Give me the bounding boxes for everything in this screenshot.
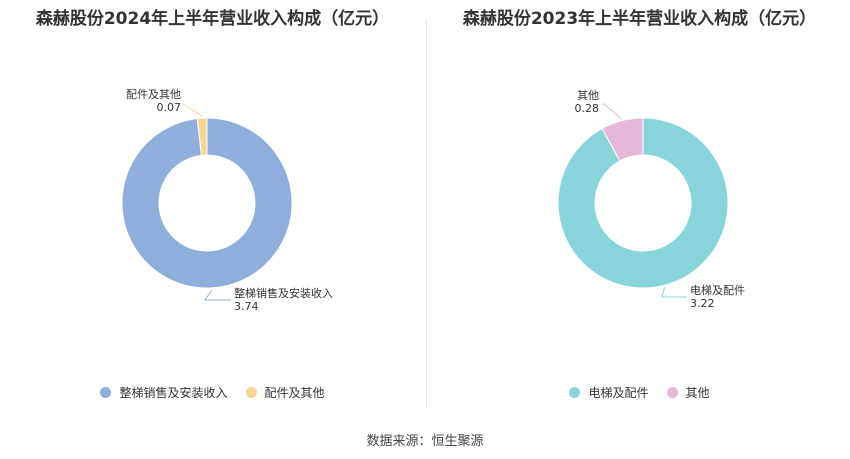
legend-item[interactable]: 其他 [666, 384, 710, 401]
donut-slice[interactable] [196, 117, 208, 156]
legend-marker [569, 387, 581, 398]
slice-name-label: 电梯及配件 [690, 284, 745, 297]
panel-divider [426, 18, 427, 408]
data-source-note: 数据来源：恒生聚源 [366, 434, 484, 449]
label-leader-line [661, 287, 687, 298]
legend-item[interactable]: 电梯及配件 [569, 384, 649, 401]
label-leader-line [602, 103, 622, 120]
label-leader-line [204, 289, 231, 301]
chart-title: 森赫股份2023年上半年营业收入构成（亿元） [462, 9, 817, 29]
label-leader-line [181, 103, 203, 117]
chart-panel-2023: 森赫股份2023年上半年营业收入构成（亿元） 电梯及配件 3.22 其他 0.28 电… [427, 0, 850, 410]
legend-label: 配件及其他 [264, 386, 325, 400]
donut-slice[interactable] [121, 117, 293, 289]
slice-name-label: 其他 [577, 89, 599, 102]
legend: 电梯及配件 其他 [427, 384, 850, 401]
donut-slice[interactable] [557, 117, 729, 289]
legend-item[interactable]: 配件及其他 [245, 384, 325, 401]
legend-label: 整梯销售及安装收入 [119, 386, 228, 400]
legend-label: 其他 [685, 386, 710, 400]
legend-marker [100, 387, 112, 398]
slice-value-label: 3.74 [234, 300, 259, 313]
legend-item[interactable]: 整梯销售及安装收入 [100, 384, 228, 401]
legend-marker [245, 387, 257, 398]
slice-name-label: 配件及其他 [126, 88, 181, 101]
legend-label: 电梯及配件 [588, 386, 649, 400]
slice-value-label: 3.22 [690, 297, 715, 310]
slice-name-label: 整梯销售及安装收入 [234, 286, 333, 300]
chart-panel-2024: 森赫股份2024年上半年营业收入构成（亿元） 整梯销售及安装收入 3.74 配件及其… [0, 0, 425, 410]
slice-value-label: 0.07 [157, 101, 182, 114]
slice-value-label: 0.28 [575, 102, 600, 115]
donut-slice[interactable] [601, 117, 644, 162]
legend: 整梯销售及安装收入 配件及其他 [0, 384, 425, 401]
chart-title: 森赫股份2024年上半年营业收入构成（亿元） [35, 9, 390, 29]
legend-marker [666, 387, 678, 398]
